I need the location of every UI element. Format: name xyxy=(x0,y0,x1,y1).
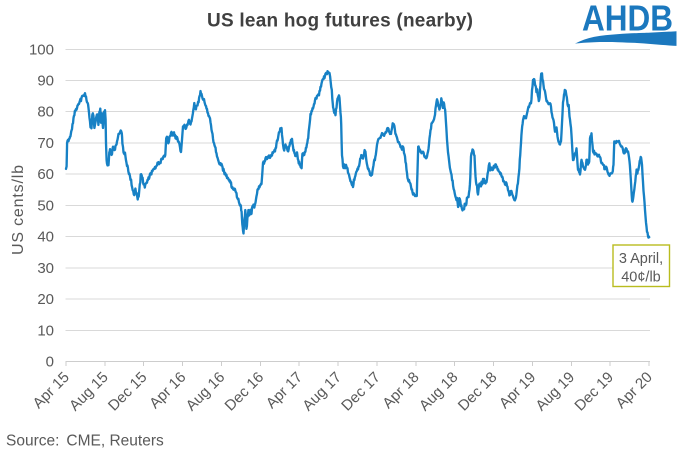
svg-text:40¢/lb: 40¢/lb xyxy=(621,270,661,286)
svg-text:20: 20 xyxy=(37,291,54,308)
svg-text:0: 0 xyxy=(46,354,54,371)
svg-text:60: 60 xyxy=(37,166,54,183)
svg-text:90: 90 xyxy=(37,73,54,90)
svg-text:80: 80 xyxy=(37,104,54,121)
svg-text:70: 70 xyxy=(37,135,54,152)
svg-text:Source:CME, Reuters: Source: CME, Reuters xyxy=(6,433,164,450)
svg-text:AHDB: AHDB xyxy=(582,0,673,39)
svg-text:US lean hog futures (nearby): US lean hog futures (nearby) xyxy=(207,11,473,32)
svg-text:US cents/lb: US cents/lb xyxy=(10,165,27,255)
svg-text:40: 40 xyxy=(37,229,54,246)
svg-text:10: 10 xyxy=(37,322,54,339)
svg-text:50: 50 xyxy=(37,197,54,214)
svg-text:30: 30 xyxy=(37,260,54,277)
svg-text:100: 100 xyxy=(29,41,54,58)
svg-text:3 April,: 3 April, xyxy=(619,251,663,267)
